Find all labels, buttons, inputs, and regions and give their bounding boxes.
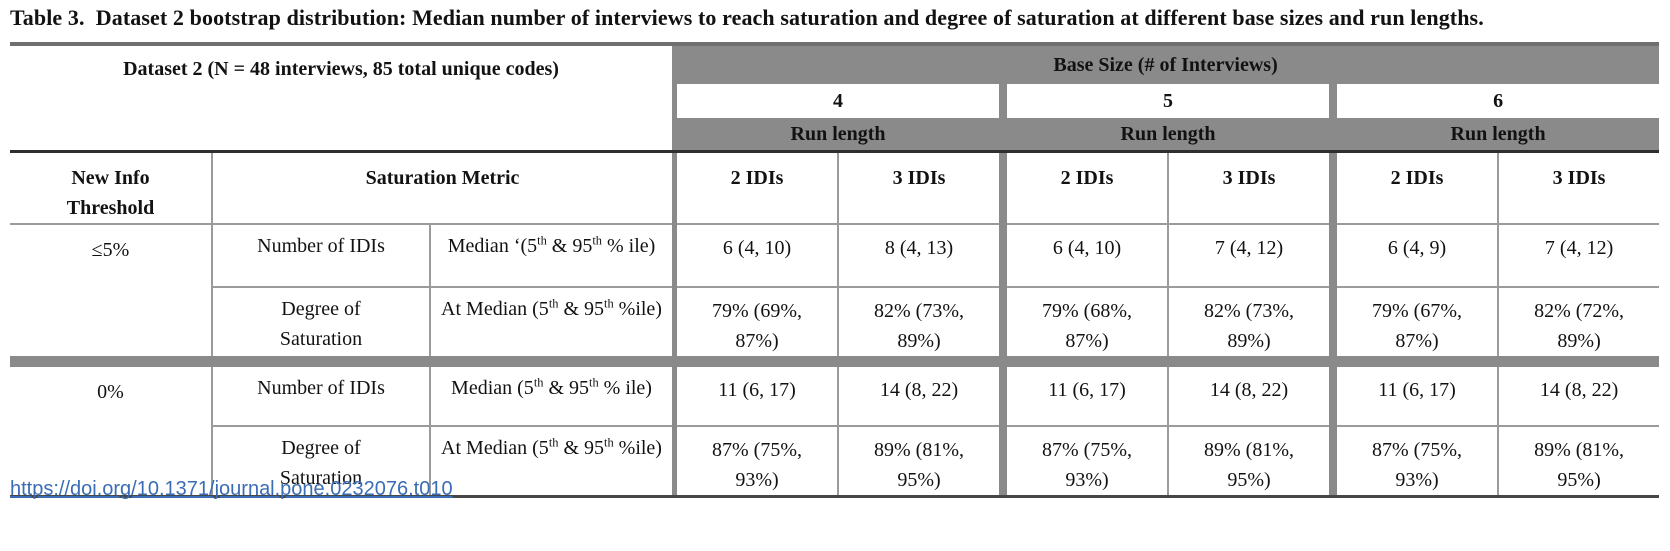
metric-name-cell: Degree of Saturation: [211, 285, 430, 356]
threshold-cell: 0%: [97, 380, 124, 403]
data-cell: 79% (69%, 87%): [677, 285, 839, 356]
run-3idis-header: 3 IDIs: [1497, 149, 1660, 224]
data-cell: 87% (75%, 93%): [677, 424, 839, 496]
metric-name-cell: Degree of Saturation: [211, 424, 430, 496]
group-separator: [1329, 223, 1338, 287]
section-separator: [672, 223, 678, 287]
data-cell: 7 (4, 12): [1167, 222, 1330, 287]
group-separator: [999, 118, 1008, 151]
group-separator: [999, 149, 1008, 224]
run-2idis-header: 2 IDIs: [1337, 149, 1499, 224]
data-cell: 82% (72%, 89%): [1497, 285, 1660, 356]
data-cell: 6 (4, 10): [1007, 222, 1169, 287]
data-cell: 7 (4, 12): [1497, 222, 1660, 287]
data-cell: 89% (81%, 95%): [1497, 424, 1660, 496]
data-cell: 6 (4, 9): [1337, 222, 1499, 287]
group-separator: [1329, 149, 1338, 224]
run-3idis-header: 3 IDIs: [1167, 149, 1330, 224]
data-cell: 79% (67%, 87%): [1337, 285, 1499, 356]
group-separator: [999, 84, 1008, 118]
metric-name-cell: Number of IDIs: [211, 222, 430, 287]
run-3idis-header: 3 IDIs: [837, 149, 1000, 224]
run-length-header-cell: Run length: [677, 118, 1000, 151]
data-cell: 14 (8, 22): [1497, 366, 1660, 426]
data-cell: 11 (6, 17): [1048, 378, 1126, 401]
data-cell: 89% (81%, 95%): [1167, 424, 1330, 496]
section-separator: [672, 84, 678, 118]
base-size-4-cell: 4: [833, 90, 844, 112]
doi-link[interactable]: https://doi.org/10.1371/journal.pone.023…: [10, 478, 453, 500]
data-cell: 6 (4, 10): [677, 222, 839, 287]
data-cell: 79% (68%, 87%): [1007, 285, 1169, 356]
data-cell: 87% (75%, 93%): [1007, 424, 1169, 496]
group-separator: [1329, 118, 1338, 151]
base-size-header-cell: Base Size (# of Interviews): [672, 44, 1660, 84]
data-cell: 82% (73%, 89%): [837, 285, 1000, 356]
group-separator: [1329, 425, 1338, 496]
group-separator: [999, 425, 1008, 496]
run-length-header-cell: Run length: [1337, 118, 1660, 151]
base-size-5-cell: 5: [1163, 90, 1174, 112]
metric-desc-cell: At Median (5th & 95th %ile): [428, 424, 673, 496]
data-cell: 11 (6, 17): [718, 378, 796, 401]
group-separator: [999, 366, 1008, 426]
data-cell: 14 (8, 22): [837, 366, 1000, 426]
group-separator: [999, 286, 1008, 356]
section-separator: [672, 366, 678, 426]
data-cell: 82% (73%, 89%): [1167, 285, 1330, 356]
data-cell: 89% (81%, 95%): [837, 424, 1000, 496]
group-separator: [1329, 84, 1338, 118]
section-separator: [672, 286, 678, 356]
saturation-metric-column-header: Saturation Metric: [210, 149, 673, 224]
table-caption: Table 3. Dataset 2 bootstrap distributio…: [10, 5, 1484, 30]
metric-name-cell: Number of IDIs: [211, 366, 430, 426]
group-separator: [1329, 286, 1338, 356]
base-size-6-cell: 6: [1493, 90, 1504, 112]
data-cell: 8 (4, 13): [837, 222, 1000, 287]
section-separator: [672, 149, 678, 224]
section-separator: [672, 118, 678, 151]
threshold-cell: ≤5%: [10, 222, 212, 356]
run-length-header-cell: Run length: [1007, 118, 1330, 151]
data-cell: 14 (8, 22): [1167, 366, 1330, 426]
dataset-header-cell: Dataset 2 (N = 48 interviews, 85 total u…: [123, 58, 559, 80]
metric-desc-cell: At Median (5th & 95th %ile): [428, 285, 673, 356]
run-2idis-header: 2 IDIs: [1007, 149, 1169, 224]
group-separator: [999, 223, 1008, 287]
group-separator: [1329, 366, 1338, 426]
section-divider-band: [10, 355, 1660, 367]
metric-desc-cell: Median (5th & 95th % ile): [428, 366, 673, 426]
threshold-column-header: New Info Threshold: [10, 149, 212, 224]
section-separator: [672, 425, 678, 496]
run-2idis-header: 2 IDIs: [677, 149, 839, 224]
data-table: Dataset 2 (N = 48 interviews, 85 total u…: [10, 42, 1660, 498]
data-cell: 87% (75%, 93%): [1337, 424, 1499, 496]
data-cell: 11 (6, 17): [1378, 378, 1456, 401]
metric-desc-cell: Median ‘(5th & 95th % ile): [428, 222, 673, 287]
